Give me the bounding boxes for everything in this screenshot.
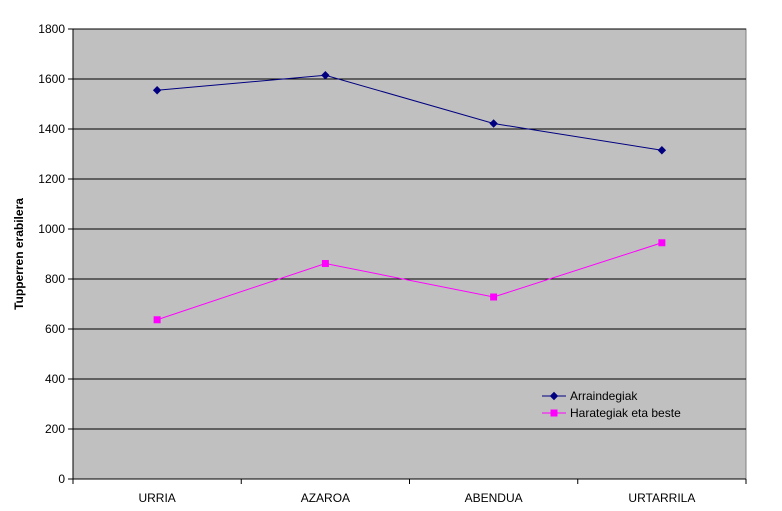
y-tick-label: 800 bbox=[45, 272, 65, 286]
gridlines bbox=[73, 28, 746, 430]
series-line bbox=[156, 242, 663, 321]
legend: Arraindegiak Harategiak eta beste bbox=[542, 389, 681, 420]
y-axis-title: Tupperren erabilera bbox=[12, 198, 26, 310]
y-tick-label: 1200 bbox=[38, 172, 65, 186]
x-tick-label: ABENDUA bbox=[465, 491, 523, 505]
data-point bbox=[658, 239, 666, 247]
y-tick-label: 1400 bbox=[38, 122, 65, 136]
data-point bbox=[152, 86, 162, 95]
series-2 bbox=[153, 239, 666, 324]
legend-item: Harategiak eta beste bbox=[542, 406, 681, 420]
y-tick-label: 400 bbox=[45, 372, 65, 386]
y-tick-label: 1000 bbox=[38, 222, 65, 236]
y-tick-label: 1600 bbox=[38, 72, 65, 86]
y-tick-label: 200 bbox=[45, 422, 65, 436]
data-point bbox=[489, 119, 498, 128]
data-point bbox=[153, 316, 161, 324]
data-point bbox=[321, 260, 329, 267]
plot-area bbox=[72, 28, 747, 480]
legend-marker bbox=[550, 409, 558, 417]
legend-marker bbox=[549, 391, 559, 401]
series-line bbox=[157, 74, 662, 151]
legend-item: Arraindegiak bbox=[542, 389, 638, 403]
data-point bbox=[321, 71, 330, 80]
x-tick-label: AZAROA bbox=[301, 491, 350, 505]
legend-label: Arraindegiak bbox=[570, 389, 638, 403]
y-tick-label: 1800 bbox=[38, 22, 65, 36]
x-tick-label: URRIA bbox=[138, 491, 175, 505]
data-point bbox=[657, 146, 667, 155]
y-axis-ticks: 0 200 400 600 800 1000 1200 1400 1600 1800 bbox=[38, 22, 73, 486]
series-layer bbox=[152, 71, 667, 324]
series-1 bbox=[152, 71, 667, 155]
y-tick-label: 0 bbox=[58, 472, 65, 486]
data-point bbox=[490, 293, 498, 301]
legend-label: Harategiak eta beste bbox=[570, 406, 681, 420]
x-axis-ticks: URRIA AZAROA ABENDUA URTARRILA bbox=[72, 479, 747, 505]
x-tick-label: URTARRILA bbox=[628, 491, 695, 505]
y-tick-label: 600 bbox=[45, 322, 65, 336]
